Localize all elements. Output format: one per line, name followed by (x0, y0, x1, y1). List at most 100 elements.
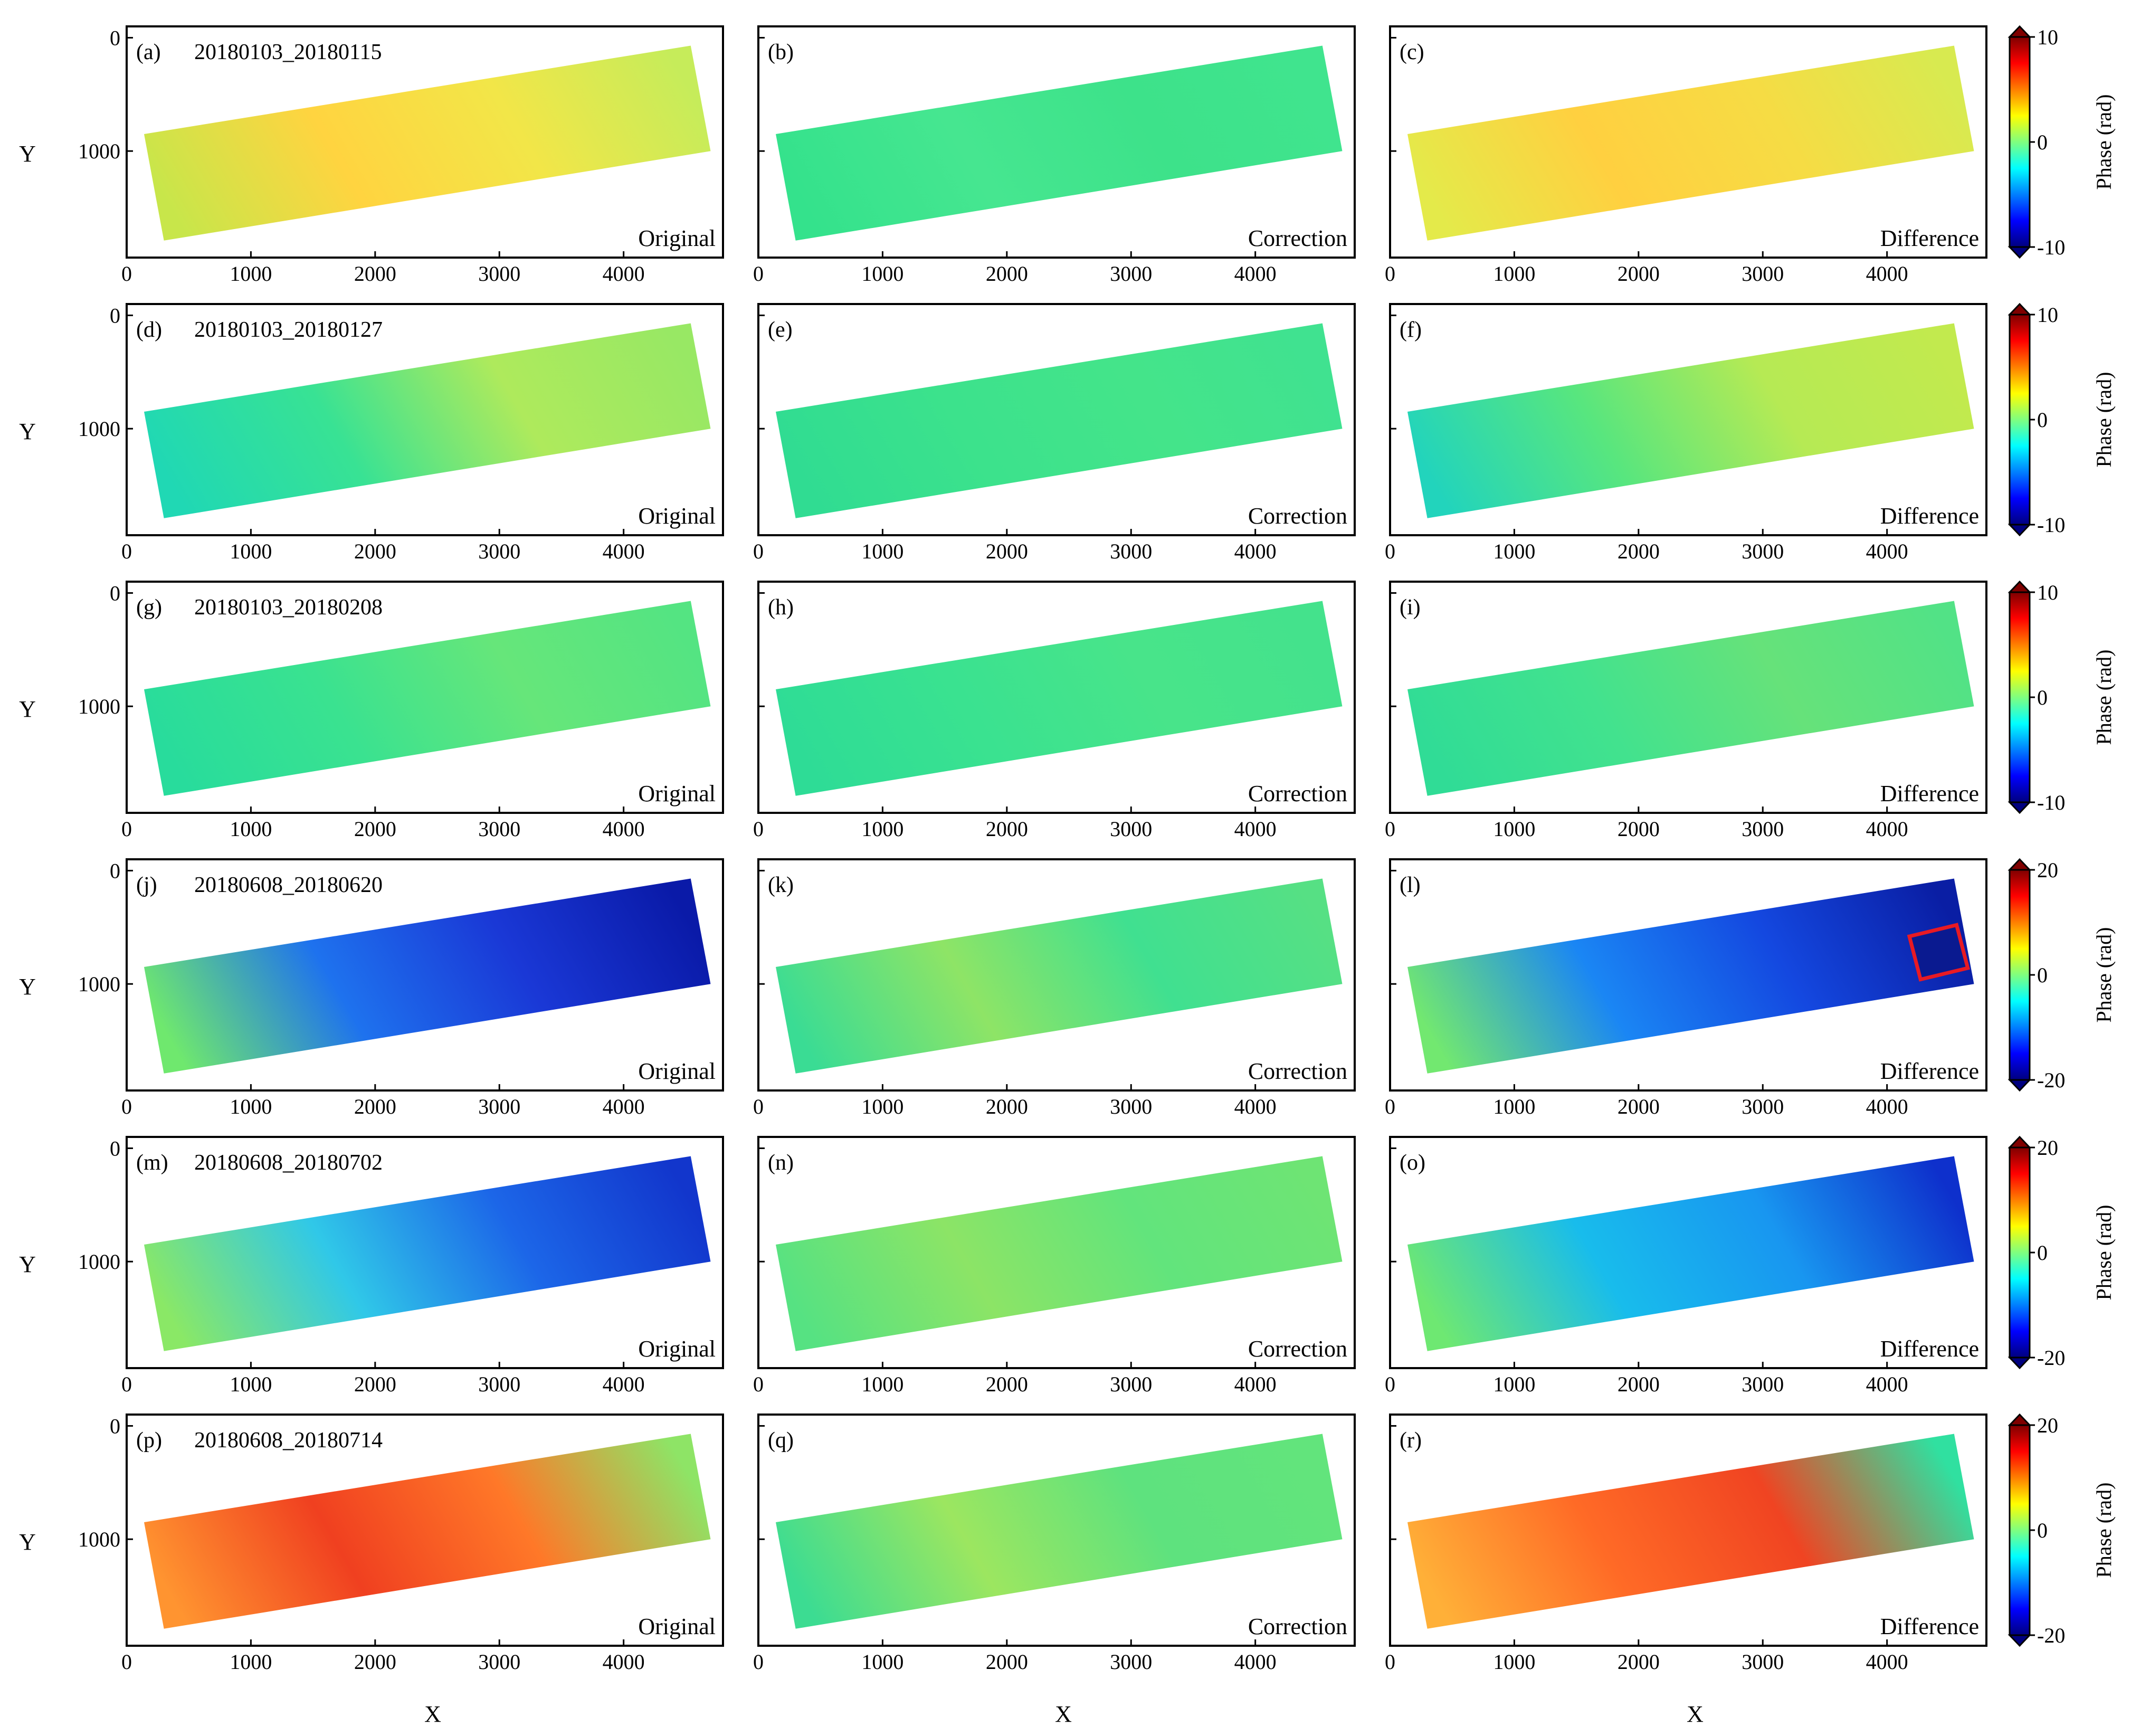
panel-l: 0 1000 2000 3000 4000 (l) Difference (1385, 858, 1987, 1118)
x-tick-label: 2000 (986, 262, 1028, 286)
x-tick-label: 4000 (1866, 1095, 1908, 1118)
panel-tag: (m) (136, 1151, 168, 1175)
panel-tag: (p) (136, 1428, 162, 1453)
method-label: Correction (1248, 1058, 1347, 1084)
x-tick-label: 4000 (1234, 262, 1277, 286)
x-tick-label: 4000 (603, 1650, 645, 1674)
colorbar-tick-label: -10 (2037, 791, 2065, 814)
x-tick-label: 0 (753, 817, 764, 841)
x-tick-label: 0 (1385, 1372, 1395, 1396)
colorbar-min-arrow (2008, 524, 2032, 537)
colorbar-min-arrow (2008, 1079, 2032, 1092)
panel-tag: (i) (1400, 595, 1421, 620)
x-tick-label: 0 (121, 539, 132, 563)
x-tick-label: 2000 (354, 817, 396, 841)
method-label: Original (638, 503, 716, 529)
y-tick-label: 1000 (78, 139, 120, 163)
phase-strip (776, 601, 1343, 796)
y-tick-label: 1000 (78, 972, 120, 996)
x-tick-label: 0 (753, 1650, 764, 1674)
y-tick-label: 0 (110, 581, 120, 605)
x-tick-label: 4000 (1866, 1372, 1908, 1396)
method-label: Original (638, 781, 716, 807)
pair-date-label: 20180103_20180115 (194, 40, 382, 64)
panel-i: 0 1000 2000 3000 4000 (i) Difference (1385, 581, 1987, 841)
panel-tag: (e) (768, 318, 793, 342)
colorbar-tick-label: -20 (2037, 1624, 2065, 1647)
colorbar-min-arrow (2008, 801, 2032, 814)
x-tick-label: 1000 (861, 262, 903, 286)
x-tick-label: 2000 (1618, 1650, 1660, 1674)
x-tick-label: 4000 (1234, 1372, 1277, 1396)
y-axis-label: Y (19, 974, 36, 1000)
method-label: Original (638, 1614, 716, 1639)
panel-tag: (a) (136, 40, 161, 64)
x-tick-label: 3000 (478, 539, 520, 563)
panel-tag: (k) (768, 873, 794, 897)
x-tick-label: 0 (753, 1095, 764, 1118)
method-label: Difference (1880, 1614, 1979, 1639)
panel-tag: (n) (768, 1151, 794, 1175)
phase-strip (776, 878, 1343, 1074)
colorbar-tick-label: 10 (2037, 303, 2058, 327)
x-tick-label: 3000 (1110, 1095, 1152, 1118)
x-tick-label: 4000 (603, 1372, 645, 1396)
phase-strip (776, 1156, 1343, 1351)
x-tick-label: 1000 (861, 1650, 903, 1674)
colorbar-row-1: 10 0 -10 Phase (rad) (2008, 25, 2116, 259)
method-label: Correction (1248, 1336, 1347, 1362)
x-tick-label: 0 (1385, 539, 1395, 563)
panel-d: 0 1000 2000 3000 4000 0 1000 (d) 20180103_201801… (19, 303, 724, 563)
x-tick-label: 3000 (1110, 817, 1152, 841)
y-axis-label: Y (19, 419, 36, 444)
colorbar-tick-label: -20 (2037, 1346, 2065, 1370)
x-tick-label: 2000 (986, 1372, 1028, 1396)
x-tick-label: 3000 (478, 262, 520, 286)
panel-a: 0 1000 2000 3000 4000 0 1000 (a) 20180103_201801… (19, 25, 724, 286)
x-tick-label: 4000 (1234, 539, 1277, 563)
phase-strip (144, 601, 711, 796)
y-tick-label: 0 (110, 1136, 120, 1160)
phase-strip (144, 1434, 711, 1629)
phase-strip (1407, 1156, 1974, 1351)
highlight-box (1907, 923, 1970, 982)
method-label: Correction (1248, 225, 1347, 251)
x-tick-label: 1000 (230, 1095, 272, 1118)
colorbar-tick-label: 0 (2037, 1519, 2048, 1542)
phase-strip (144, 1156, 711, 1351)
colorbar-label: Phase (rad) (2092, 372, 2116, 467)
panel-tag: (l) (1400, 873, 1421, 897)
colorbar (2009, 1146, 2031, 1359)
panel-tag: (d) (136, 318, 162, 342)
x-tick-label: 2000 (986, 539, 1028, 563)
method-label: Original (638, 225, 716, 251)
panel-n: 0 1000 2000 3000 4000 (n) Correction (753, 1136, 1356, 1396)
method-label: Original (638, 1336, 716, 1362)
y-tick-label: 0 (110, 303, 120, 327)
x-axis-label-col1: X (424, 1701, 441, 1727)
panel-m: 0 1000 2000 3000 4000 0 1000 (m) 20180608_201807… (19, 1136, 724, 1396)
colorbar-row-2: 10 0 -10 Phase (rad) (2008, 302, 2116, 537)
method-label: Original (638, 1058, 716, 1084)
y-tick-label: 1000 (78, 1528, 120, 1551)
x-tick-label: 4000 (1234, 1095, 1277, 1118)
x-tick-label: 4000 (1866, 539, 1908, 563)
method-label: Correction (1248, 503, 1347, 529)
x-tick-label: 0 (121, 262, 132, 286)
phase-strip (144, 323, 711, 518)
x-tick-label: 4000 (1866, 1650, 1908, 1674)
phase-strip (1407, 601, 1974, 796)
x-tick-label: 1000 (230, 817, 272, 841)
colorbar-max-arrow (2008, 1135, 2032, 1149)
x-tick-label: 2000 (1618, 1372, 1660, 1396)
panel-c: 0 1000 2000 3000 4000 (c) Difference (1385, 25, 1987, 286)
phase-strip (1407, 1434, 1974, 1629)
panel-f: 0 1000 2000 3000 4000 (f) Difference (1385, 303, 1987, 563)
x-tick-label: 1000 (1493, 817, 1535, 841)
colorbar-tick-label: -20 (2037, 1068, 2065, 1092)
x-tick-label: 3000 (1742, 539, 1784, 563)
x-tick-label: 4000 (603, 817, 645, 841)
colorbar-tick-label: -10 (2037, 513, 2065, 537)
pair-date-label: 20180103_20180208 (194, 595, 383, 620)
